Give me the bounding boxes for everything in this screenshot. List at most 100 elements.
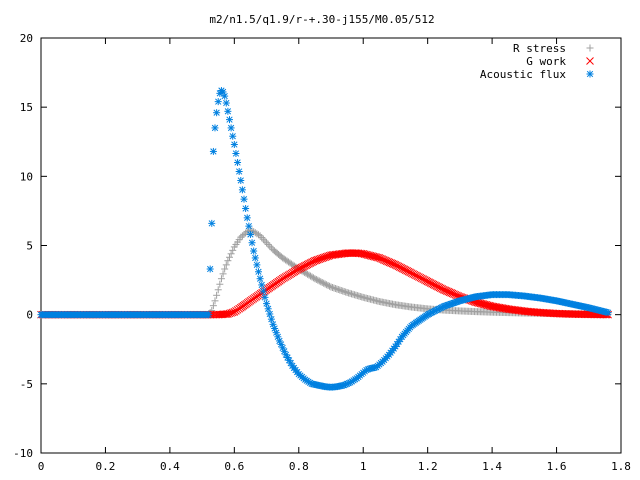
legend-label: R stress	[513, 42, 566, 55]
data-point	[242, 204, 250, 212]
data-point	[284, 354, 291, 362]
data-point	[302, 269, 310, 277]
data-point	[221, 92, 229, 100]
data-point	[209, 147, 217, 155]
data-point	[213, 109, 221, 117]
data-point	[208, 219, 216, 227]
y-tick-label: 10	[20, 170, 33, 183]
data-point	[221, 265, 229, 273]
data-point	[227, 124, 235, 132]
data-point	[266, 242, 274, 250]
x-tick-label: 1.4	[482, 460, 502, 473]
x-tick-label: 0.8	[289, 460, 309, 473]
legend-label: Acoustic flux	[480, 68, 566, 81]
data-point	[246, 230, 254, 238]
data-point	[230, 141, 238, 149]
data-point	[314, 276, 322, 284]
data-point	[205, 311, 213, 319]
data-point	[216, 280, 224, 288]
data-point	[211, 124, 219, 132]
data-point	[214, 286, 222, 294]
x-tick-label: 1.2	[418, 460, 438, 473]
y-tick-label: 5	[26, 240, 33, 253]
data-point	[256, 275, 264, 283]
data-point	[363, 251, 372, 259]
data-point	[312, 275, 320, 283]
data-point	[362, 250, 371, 259]
data-point	[476, 299, 485, 308]
data-point	[264, 240, 272, 248]
data-point	[229, 132, 237, 140]
data-point	[315, 255, 324, 264]
data-point	[331, 285, 339, 293]
data-point	[339, 287, 347, 295]
data-point	[327, 283, 335, 291]
data-point	[371, 252, 379, 261]
x-tick-label: 0.2	[96, 460, 116, 473]
data-point	[324, 252, 332, 261]
data-point	[234, 159, 242, 166]
legend-label: G work	[526, 55, 566, 68]
data-point	[304, 270, 312, 278]
data-point	[245, 222, 253, 230]
data-point	[306, 272, 314, 280]
data-point	[485, 301, 494, 310]
data-point	[309, 274, 317, 282]
data-point	[311, 256, 319, 265]
data-point	[222, 310, 231, 318]
data-point	[259, 287, 267, 295]
series-g-work	[37, 249, 612, 319]
data-point	[480, 300, 489, 309]
data-point	[258, 234, 266, 242]
x-tick-label: 1	[360, 460, 367, 473]
x-tick-label: 0.6	[224, 460, 244, 473]
data-point	[321, 253, 329, 262]
data-point	[318, 254, 327, 263]
data-point	[324, 281, 332, 289]
data-point	[315, 277, 323, 285]
series-acoustic-flux	[37, 87, 612, 391]
data-point	[224, 257, 232, 265]
data-point	[267, 244, 275, 252]
data-point	[374, 253, 382, 262]
data-point	[368, 252, 376, 260]
data-point	[478, 299, 486, 308]
series-r-stress	[37, 226, 612, 319]
x-tick-label: 0	[38, 460, 45, 473]
data-point	[255, 268, 262, 276]
data-point	[326, 282, 334, 290]
legend-marker	[586, 70, 594, 78]
data-point	[313, 255, 322, 264]
data-point	[317, 278, 325, 286]
data-point	[475, 299, 483, 307]
x-tick-label: 1.8	[611, 460, 631, 473]
data-point	[391, 342, 399, 350]
data-point	[211, 297, 219, 305]
data-point	[264, 305, 272, 313]
data-point	[238, 186, 246, 194]
data-point	[321, 280, 329, 288]
data-point	[328, 284, 336, 292]
y-tick-label: -10	[13, 447, 33, 460]
y-tick-label: 20	[20, 32, 33, 45]
data-point	[360, 250, 369, 259]
data-point	[237, 176, 245, 184]
data-point	[482, 301, 491, 309]
data-point	[248, 239, 256, 247]
data-point	[229, 246, 237, 254]
data-point	[235, 167, 243, 175]
data-point	[372, 253, 381, 262]
data-point	[359, 249, 368, 258]
data-point	[232, 150, 240, 158]
data-point	[217, 275, 225, 283]
data-point	[226, 116, 233, 124]
data-point	[213, 291, 221, 299]
data-point	[243, 214, 251, 222]
data-point	[342, 288, 350, 296]
data-point	[336, 286, 344, 294]
data-point	[330, 284, 338, 292]
data-point	[261, 237, 269, 245]
data-point	[483, 301, 492, 310]
data-point	[214, 98, 222, 106]
